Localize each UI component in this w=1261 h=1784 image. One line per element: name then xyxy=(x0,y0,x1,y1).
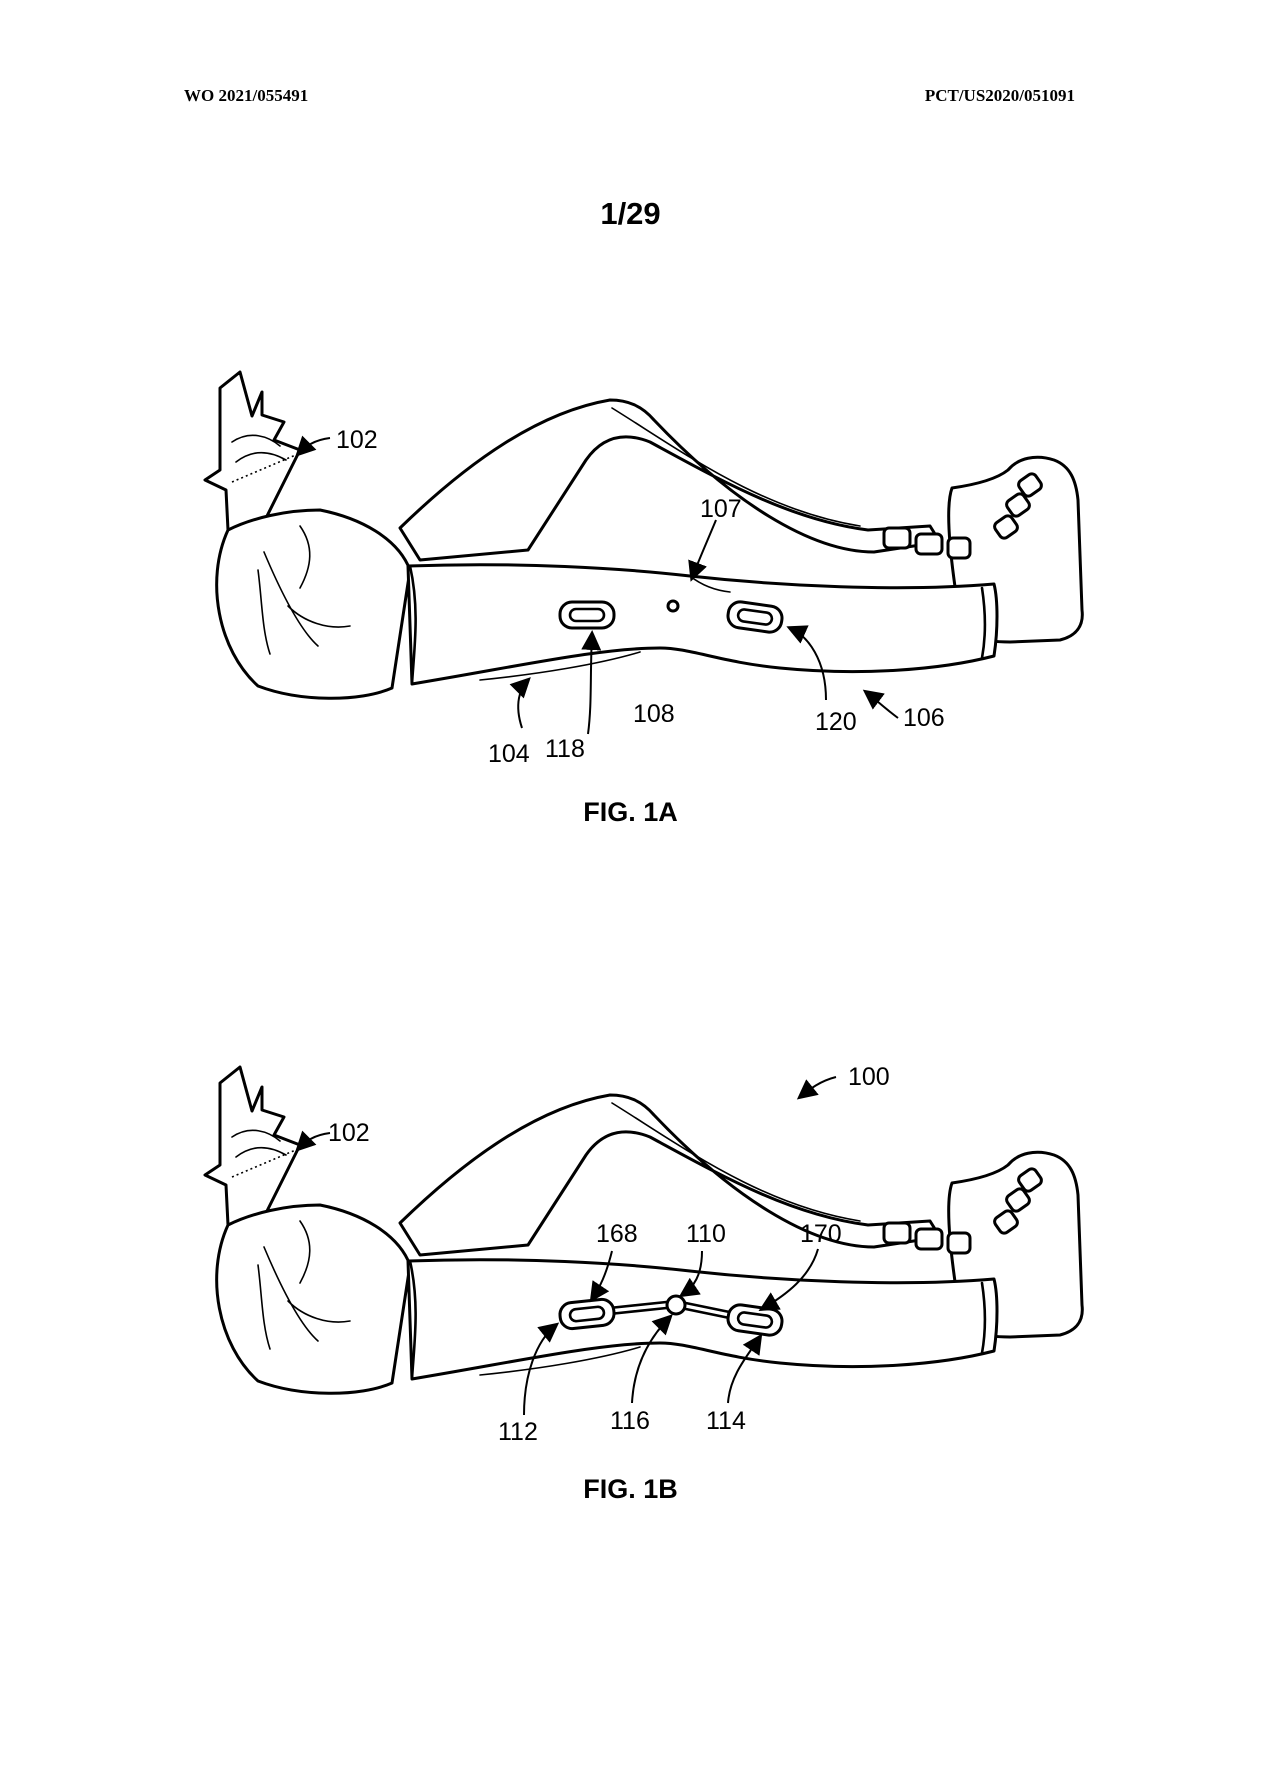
ref-118: 118 xyxy=(545,735,585,763)
other-leg xyxy=(400,1095,940,1255)
ref-116: 116 xyxy=(610,1407,650,1435)
thigh xyxy=(217,510,410,698)
ref-108: 108 xyxy=(633,700,675,728)
pant-torn-edge xyxy=(205,372,300,530)
publication-number: WO 2021/055491 xyxy=(184,86,308,106)
ref-104: 104 xyxy=(488,740,530,768)
other-leg xyxy=(400,400,940,560)
ref-168: 168 xyxy=(596,1220,638,1248)
brace-body xyxy=(408,1260,997,1379)
ref-107: 107 xyxy=(700,495,742,523)
ref-110: 110 xyxy=(686,1220,726,1248)
figure-1a-drawing: 102 107 108 118 120 104 106 xyxy=(0,330,1261,850)
leg-drawing xyxy=(205,1067,1082,1393)
figure-1b-drawing: 100 102 110 168 170 112 116 114 xyxy=(0,1025,1261,1545)
port-118 xyxy=(560,602,614,628)
figure-1a-caption: FIG. 1A xyxy=(0,797,1261,828)
ref-170: 170 xyxy=(800,1220,842,1248)
ref-106: 106 xyxy=(903,704,945,732)
ref-102: 102 xyxy=(336,426,378,454)
leg-drawing xyxy=(205,372,1082,698)
ref-120: 120 xyxy=(815,708,857,736)
port-112 xyxy=(559,1298,615,1330)
ref-114: 114 xyxy=(706,1407,746,1435)
hub-110 xyxy=(667,1296,685,1314)
figure-1a: 102 107 108 118 120 104 106 xyxy=(0,330,1261,850)
figure-1b: 100 102 110 168 170 112 116 114 xyxy=(0,1025,1261,1545)
application-number: PCT/US2020/051091 xyxy=(925,86,1075,106)
sensor-108 xyxy=(668,601,678,611)
sheet-number: 1/29 xyxy=(0,196,1261,232)
pant-torn-edge xyxy=(205,1067,300,1225)
thigh xyxy=(217,1205,410,1393)
brace-body xyxy=(408,565,997,684)
ref-102: 102 xyxy=(328,1119,370,1147)
figure-1b-caption: FIG. 1B xyxy=(0,1474,1261,1505)
ref-100: 100 xyxy=(848,1063,890,1091)
ref-112: 112 xyxy=(498,1418,538,1446)
